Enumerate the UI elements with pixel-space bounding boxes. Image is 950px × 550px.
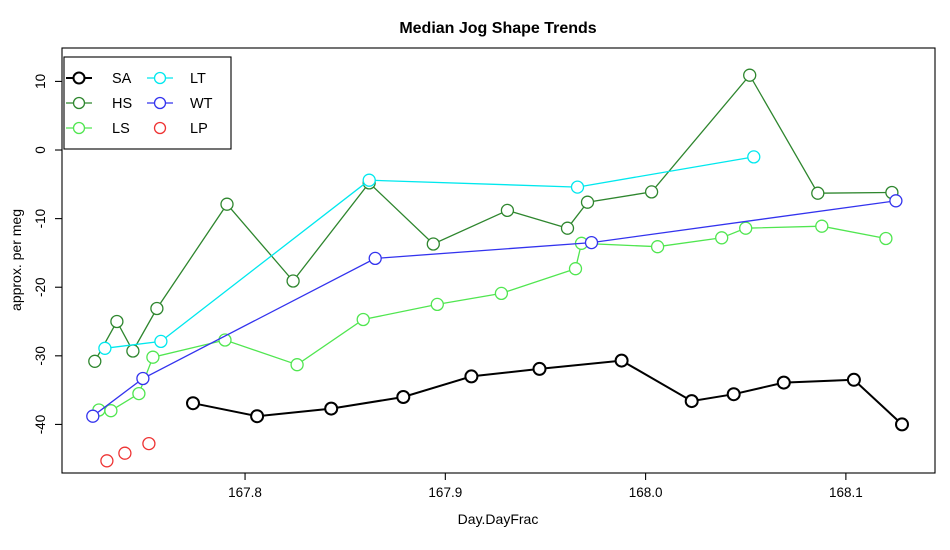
y-tick-label: 10 (33, 74, 48, 89)
data-point-LS (356, 312, 370, 327)
legend: SA HS LS LT WT LP (63, 56, 232, 150)
y-tick-label: -10 (33, 209, 48, 229)
data-point-WT (584, 235, 599, 250)
data-point-SA (614, 353, 629, 368)
series-line-SA (192, 359, 903, 426)
data-point-SA (324, 401, 339, 416)
data-point-HS (644, 185, 659, 199)
x-tick-label: 168.1 (829, 485, 863, 500)
series-LP (100, 436, 156, 468)
legend-box (63, 56, 232, 150)
legend-marker-SA (72, 71, 86, 85)
data-point-WT (889, 194, 903, 208)
legend-label-LP: LP (190, 121, 208, 137)
data-point-LS (650, 240, 665, 254)
legend-marker-LT (153, 71, 167, 85)
data-point-LS (430, 297, 444, 312)
data-point-SA (846, 372, 861, 387)
data-point-LT (362, 173, 376, 187)
data-point-SA (532, 361, 547, 376)
data-point-LT (154, 334, 168, 349)
data-point-SA (186, 396, 200, 411)
data-point-WT (86, 409, 100, 423)
data-point-LS (739, 221, 753, 235)
legend-marker-LP (153, 121, 167, 135)
legend-marker-HS (72, 96, 86, 110)
legend-item-LP: LP (153, 121, 208, 137)
data-point-LS (568, 262, 583, 276)
x-tick-label: 168.0 (629, 485, 663, 500)
data-point-HS (126, 344, 140, 358)
series-line-LS (98, 225, 887, 412)
legend-marker-LS (72, 121, 86, 135)
legend-label-WT: WT (190, 96, 213, 112)
data-point-HS (580, 195, 595, 209)
data-point-SA (776, 375, 791, 390)
series-WT (86, 194, 903, 423)
legend-label-HS: HS (112, 96, 132, 112)
data-point-LS (494, 286, 509, 301)
data-point-LS (290, 358, 304, 372)
y-tick-label: 0 (33, 146, 48, 154)
x-tick-label: 167.8 (228, 485, 262, 500)
legend-item-LT: LT (147, 71, 206, 87)
data-point-LP (100, 454, 114, 468)
data-point-LS (146, 350, 160, 364)
legend-item-SA: SA (66, 71, 132, 87)
plot-area: 167.8 167.9 168.0 168.1 10 0 -10 -20 -30 -40 SA HS L… (33, 47, 936, 500)
data-point-HS (286, 274, 300, 288)
y-tick-label: -40 (33, 415, 48, 435)
data-point-SA (464, 369, 479, 384)
data-point-HS (811, 186, 825, 200)
legend-item-WT: WT (147, 96, 213, 112)
legend-label-SA: SA (112, 71, 132, 87)
series-LT (98, 150, 761, 355)
data-point-LS (104, 404, 118, 418)
data-point-HS (150, 301, 164, 316)
data-point-LS (715, 231, 729, 245)
data-point-LP (118, 446, 132, 460)
x-axis-label: Day.DayFrac (458, 511, 539, 527)
series-SA (186, 353, 909, 432)
data-point-WT (136, 371, 150, 386)
data-point-SA (396, 390, 411, 404)
legend-item-HS: HS (66, 96, 132, 112)
data-point-HS (88, 354, 102, 368)
legend-item-LS: LS (66, 121, 130, 137)
y-tick-label: -30 (33, 346, 48, 366)
data-point-HS (560, 221, 575, 235)
data-point-SA (726, 387, 741, 402)
data-point-HS (426, 237, 440, 251)
data-point-LS (815, 219, 829, 233)
y-axis-label: approx. per meg (8, 209, 24, 311)
y-tick-label: -20 (33, 277, 48, 297)
data-point-LT (98, 341, 112, 355)
legend-marker-WT (153, 96, 167, 110)
data-point-SA (895, 417, 909, 432)
series-HS (88, 68, 899, 368)
data-point-LS (879, 231, 893, 246)
data-point-HS (110, 314, 124, 329)
data-point-LP (142, 436, 156, 451)
data-point-WT (368, 251, 382, 266)
legend-label-LT: LT (190, 71, 206, 87)
data-point-LT (570, 180, 585, 194)
x-tick-label: 167.9 (428, 485, 462, 500)
data-point-SA (250, 409, 265, 424)
data-point-LS (132, 386, 146, 401)
data-point-HS (220, 197, 234, 211)
data-point-LT (747, 150, 761, 164)
data-point-HS (500, 203, 515, 218)
data-point-HS (743, 68, 757, 82)
plot-box (61, 47, 936, 474)
legend-label-LS: LS (112, 121, 130, 137)
chart-title: Median Jog Shape Trends (399, 20, 596, 37)
data-point-SA (684, 394, 699, 409)
